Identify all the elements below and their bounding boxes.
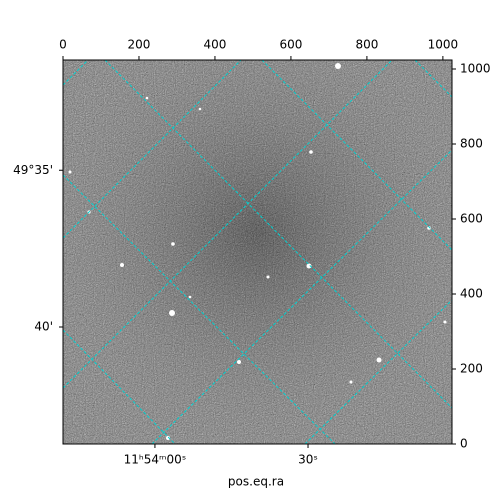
image-shade bbox=[63, 60, 452, 444]
grid-line bbox=[304, 299, 452, 444]
star bbox=[335, 63, 341, 69]
y-tick-label: 400 bbox=[460, 287, 483, 301]
grid-line bbox=[63, 329, 176, 444]
star bbox=[198, 107, 202, 111]
grid-line bbox=[414, 60, 452, 98]
world-x-tick-label: 11ʰ54ᵐ00ˢ bbox=[124, 453, 187, 467]
x-tick-label: 200 bbox=[128, 38, 151, 52]
star bbox=[169, 310, 175, 316]
x-tick-label: 1000 bbox=[428, 38, 459, 52]
star bbox=[188, 295, 192, 299]
x-tick-label: 0 bbox=[59, 38, 67, 52]
y-tick-label: 200 bbox=[460, 362, 483, 376]
world-y-tick-label: 49°35' bbox=[13, 163, 53, 177]
grid-line bbox=[63, 60, 89, 86]
x-tick-label: 800 bbox=[355, 38, 378, 52]
star bbox=[309, 150, 313, 154]
x-tick-label: 600 bbox=[279, 38, 302, 52]
x-tick-label: 400 bbox=[204, 38, 227, 52]
grid-line bbox=[63, 60, 242, 239]
star bbox=[68, 170, 72, 174]
grid-line bbox=[63, 60, 393, 389]
star bbox=[171, 242, 175, 246]
star bbox=[166, 436, 170, 440]
world-y-tick-label: 40' bbox=[34, 320, 53, 334]
star bbox=[306, 263, 312, 269]
sky-image bbox=[63, 60, 452, 444]
grid-line bbox=[63, 174, 336, 444]
star bbox=[266, 275, 270, 279]
star bbox=[376, 357, 382, 363]
y-tick-label: 0 bbox=[460, 437, 468, 451]
star bbox=[349, 380, 353, 384]
star bbox=[120, 263, 124, 267]
x-axis-label: pos.eq.ra bbox=[228, 475, 284, 489]
y-tick-label: 600 bbox=[460, 212, 483, 226]
stars bbox=[68, 63, 447, 440]
y-tick-label: 800 bbox=[460, 137, 483, 151]
star bbox=[443, 320, 447, 324]
star bbox=[237, 360, 241, 364]
y-tick-label: 1000 bbox=[460, 62, 491, 76]
grid-line bbox=[104, 60, 452, 409]
star bbox=[427, 226, 431, 230]
plot-frame bbox=[62, 59, 453, 445]
star bbox=[145, 96, 149, 100]
grid-line bbox=[151, 149, 452, 444]
world-x-tick-label: 30ˢ bbox=[298, 453, 318, 467]
world-grid bbox=[63, 60, 452, 444]
